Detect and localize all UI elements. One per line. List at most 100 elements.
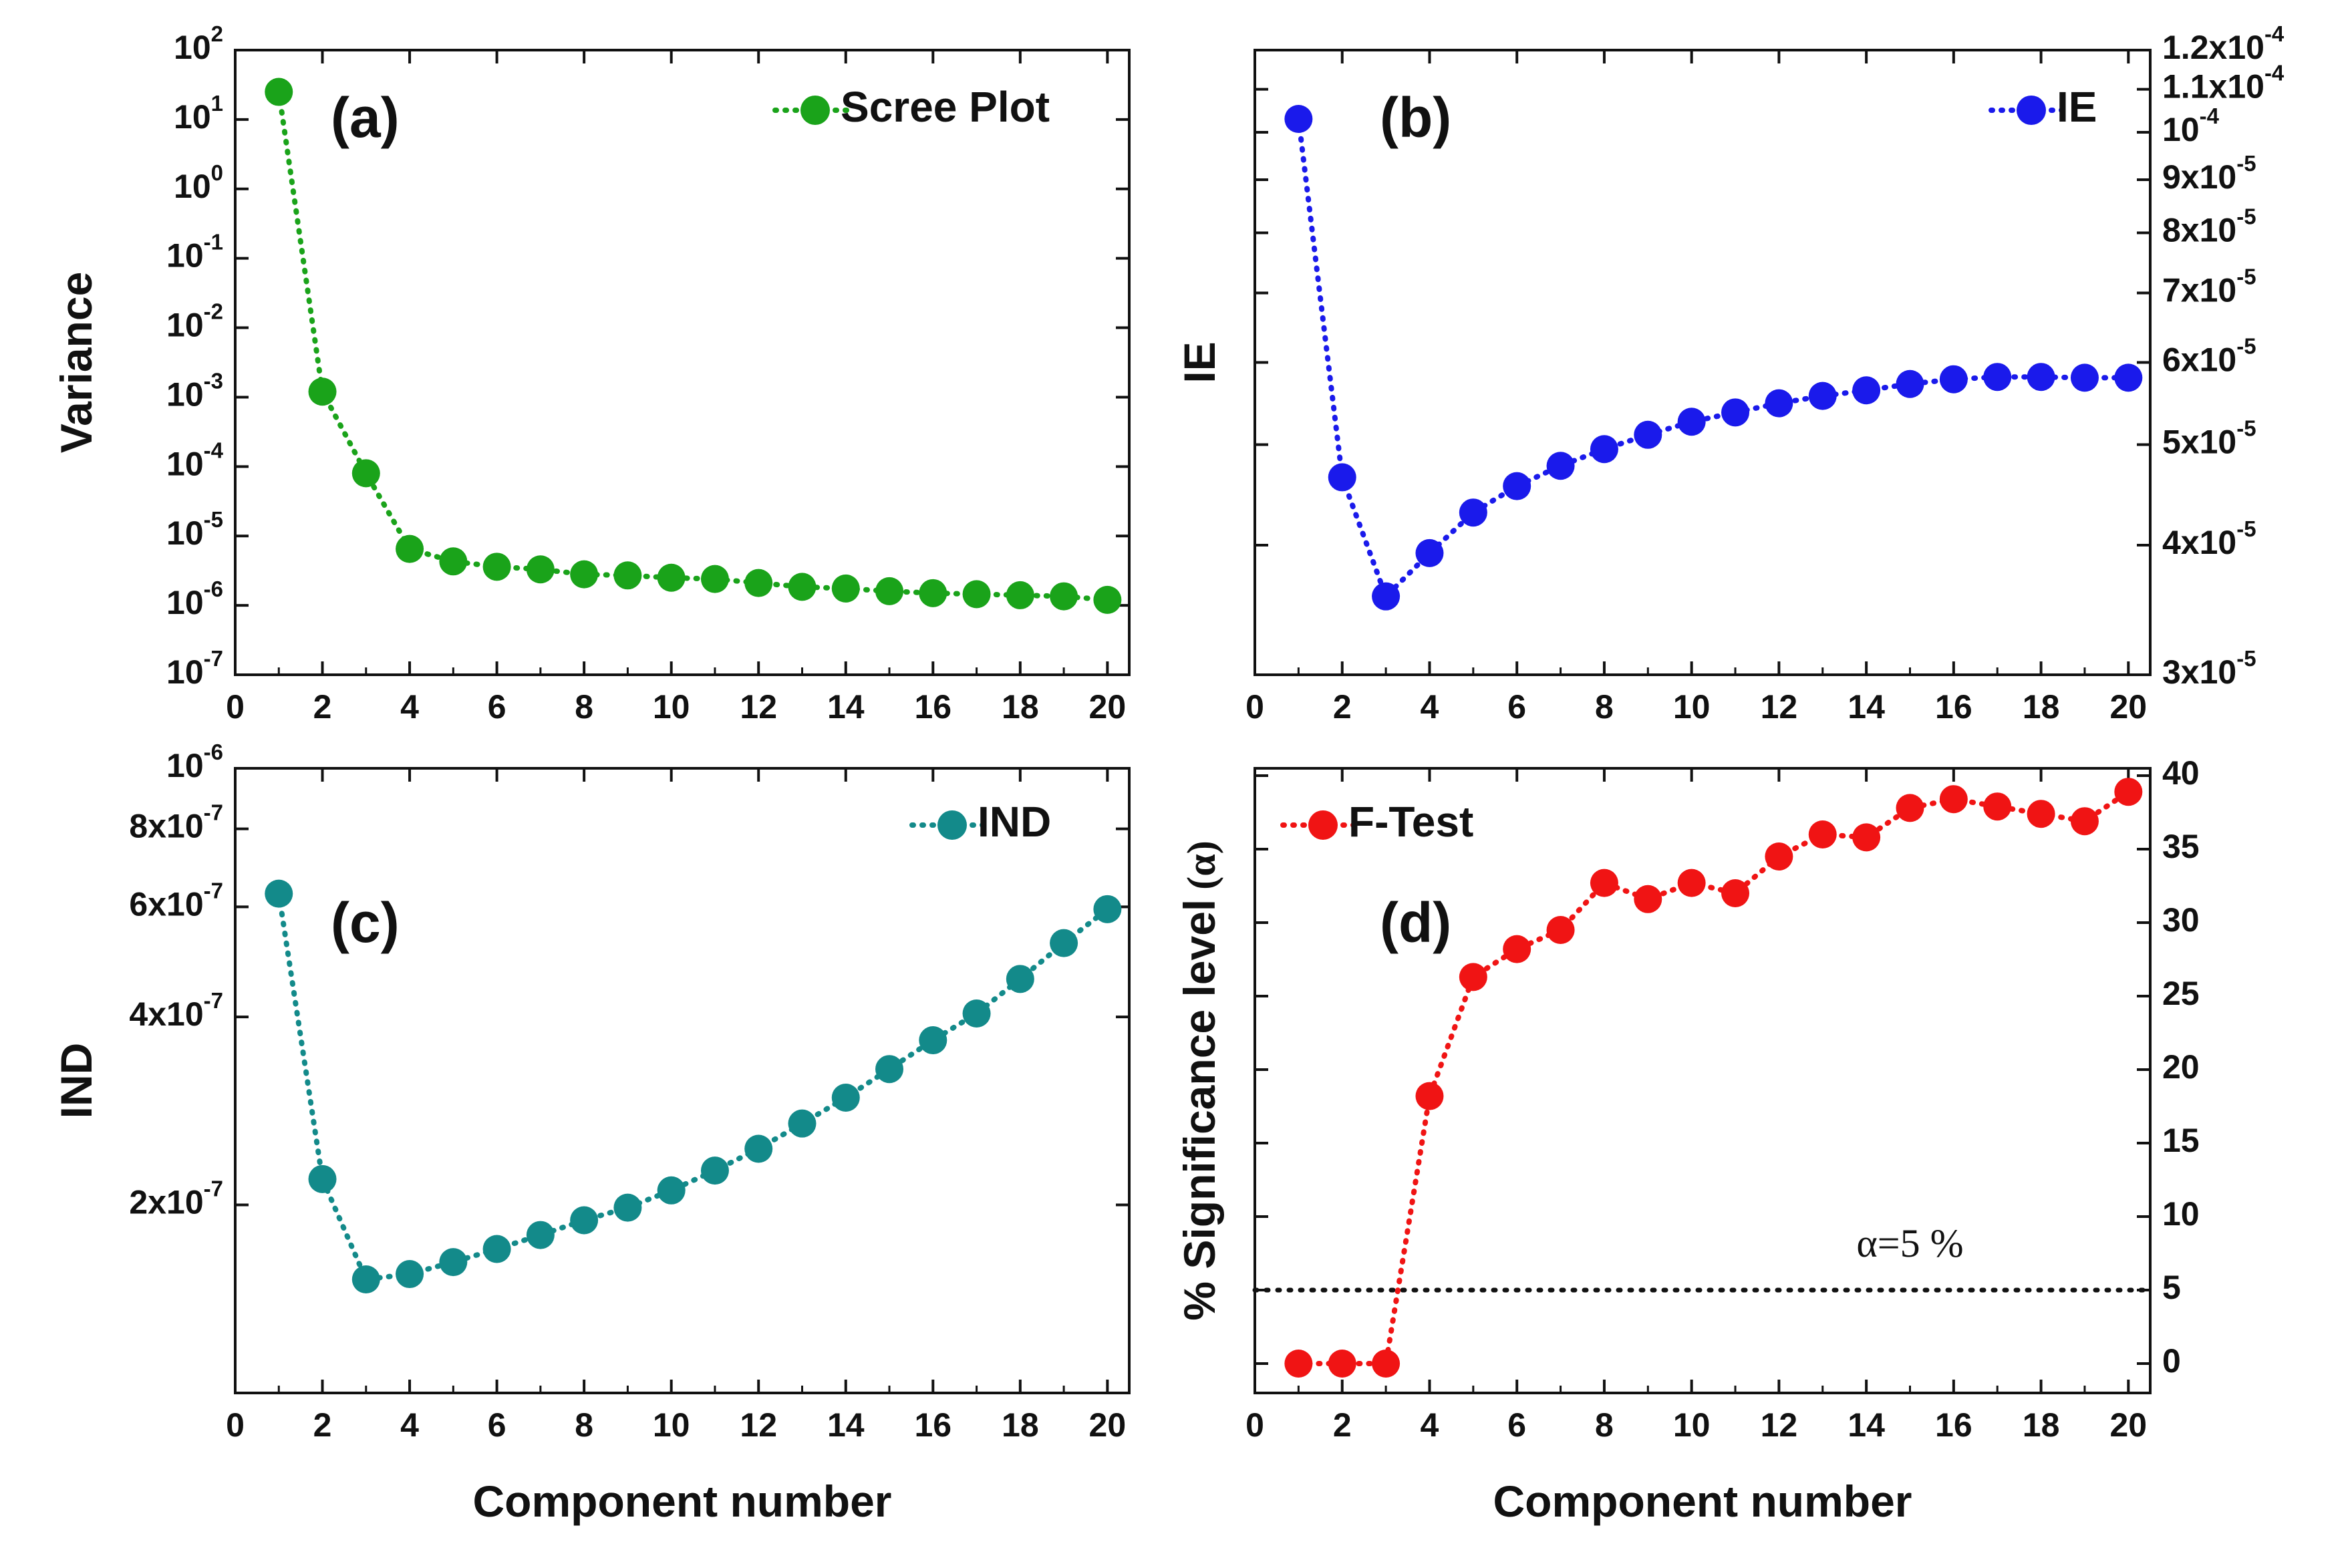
data-point (1546, 916, 1575, 944)
legend-marker (1308, 810, 1338, 840)
x-tick-label: 18 (1002, 1406, 1039, 1444)
y-tick-label: 6x10-7 (129, 878, 223, 923)
y-tick-label: 10-6 (166, 740, 223, 784)
legend-marker (937, 810, 967, 840)
x-tick-label: 20 (2110, 1406, 2148, 1444)
y-tick-label: 35 (2162, 828, 2200, 865)
x-tick-label: 10 (1673, 1406, 1711, 1444)
data-point (1939, 365, 1968, 394)
x-tick-label: 12 (1761, 688, 1798, 726)
series-line (276, 891, 1111, 1283)
series-line (276, 89, 1111, 603)
data-point (1328, 1350, 1356, 1378)
x-tick-label: 12 (740, 1406, 777, 1444)
legend-marker (2017, 96, 2046, 125)
x-tick-label: 14 (827, 688, 865, 726)
data-point (265, 879, 293, 908)
y-tick-label: 8x10-5 (2162, 204, 2256, 249)
data-point (875, 1055, 904, 1084)
plot-frame (234, 49, 1131, 676)
data-point (2114, 778, 2143, 806)
x-tick-label: 6 (1507, 1406, 1526, 1444)
data-point (351, 1265, 380, 1293)
plot-frame (234, 767, 1131, 1394)
data-point (788, 573, 817, 601)
x-tick-label: 4 (1421, 1406, 1439, 1444)
y-tick-label: 10-4 (2162, 104, 2220, 148)
y-tick-label: 4x10-5 (2162, 516, 2256, 561)
x-tick-label: 10 (1673, 688, 1711, 726)
x-axis-title: Component number (473, 1476, 892, 1526)
data-point (1634, 420, 1662, 449)
y-tick-label: 1.1x10-4 (2162, 60, 2285, 105)
data-point (657, 563, 686, 592)
y-tick-label: 6x10-5 (2162, 333, 2256, 378)
data-point (657, 1176, 686, 1205)
x-tick-label: 14 (1848, 688, 1885, 726)
x-tick-label: 2 (1333, 688, 1352, 726)
data-point (439, 1248, 468, 1277)
panel-label: (d) (1380, 891, 1451, 954)
data-point (526, 555, 555, 584)
x-tick-label: 16 (914, 1406, 951, 1444)
legend-label: IND (978, 798, 1051, 846)
data-point (1677, 408, 1706, 436)
data-point (613, 1193, 642, 1222)
x-tick-label: 8 (1595, 688, 1614, 726)
y-tick-label: 10-6 (166, 577, 223, 621)
data-point (308, 377, 337, 406)
data-point (1852, 376, 1881, 405)
x-tick-label: 14 (827, 1406, 865, 1444)
x-tick-label: 4 (400, 1406, 419, 1444)
x-tick-label: 8 (575, 688, 593, 726)
y-tick-label: 20 (2162, 1048, 2200, 1086)
data-point (308, 1164, 337, 1193)
data-point (744, 1134, 773, 1163)
y-axis-title: Variance (51, 272, 101, 454)
x-tick-label: 4 (1421, 688, 1439, 726)
legend: F-Test (1280, 798, 1473, 846)
data-point (1284, 105, 1313, 134)
data-point (1590, 435, 1618, 464)
x-axis-title: Component number (1493, 1476, 1912, 1526)
data-point (1503, 472, 1531, 500)
data-point (2070, 807, 2099, 836)
y-tick-label: 10-1 (166, 229, 223, 274)
x-tick-label: 20 (2110, 688, 2148, 726)
y-tick-label: 5 (2162, 1269, 2181, 1306)
x-tick-label: 12 (740, 688, 777, 726)
data-point (962, 999, 991, 1028)
x-tick-label: 10 (653, 688, 690, 726)
y-tick-label: 40 (2162, 754, 2200, 792)
y-tick-label: 10 (2162, 1195, 2200, 1233)
data-point (1896, 794, 1924, 822)
data-point (1050, 929, 1078, 957)
data-point (1284, 1350, 1313, 1378)
panel-b: 0 2 4 6 8 10 12 14 16 18 20 1.2x10-41.1x10-410-49x1… (1175, 21, 2285, 726)
data-point (1896, 369, 1924, 398)
data-point (2070, 363, 2099, 392)
x-tick-label: 4 (400, 688, 419, 726)
y-tick-label: 9x10-5 (2162, 151, 2256, 196)
legend: IND (909, 798, 1051, 846)
y-tick-label: 10-3 (166, 368, 223, 413)
y-tick-label: 5x10-5 (2162, 416, 2256, 460)
data-point (439, 547, 468, 576)
x-tick-label: 0 (1245, 1406, 1264, 1444)
data-point (1328, 463, 1356, 492)
y-tick-label: 10-2 (166, 299, 223, 343)
data-point (1050, 582, 1078, 611)
data-point (2114, 363, 2143, 392)
data-point (919, 579, 947, 607)
x-tick-label: 6 (488, 1406, 506, 1444)
data-point (1415, 1082, 1444, 1110)
data-point (526, 1221, 555, 1249)
x-tick-label: 6 (1507, 688, 1526, 726)
data-point (788, 1109, 817, 1138)
data-point (1006, 965, 1034, 993)
data-point (351, 459, 380, 488)
legend: IE (1989, 83, 2097, 131)
x-tick-label: 6 (488, 688, 506, 726)
data-point (1546, 452, 1575, 480)
